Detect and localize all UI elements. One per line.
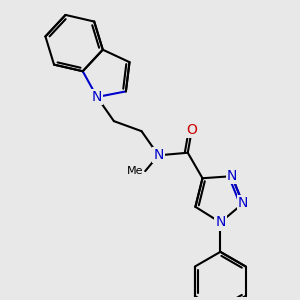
Text: N: N — [92, 90, 102, 104]
Text: N: N — [238, 196, 248, 211]
Text: N: N — [215, 215, 226, 230]
Text: O: O — [186, 122, 197, 136]
Text: N: N — [153, 148, 164, 162]
Text: Me: Me — [127, 166, 144, 176]
Text: N: N — [227, 169, 237, 183]
